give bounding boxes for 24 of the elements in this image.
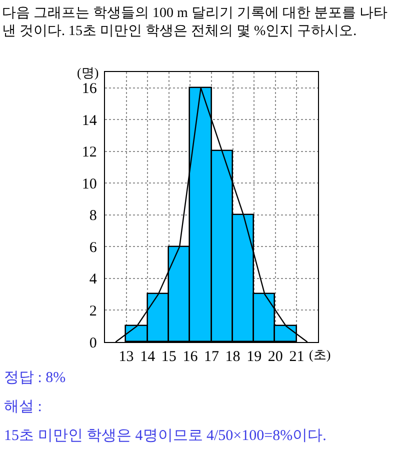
x-tick-label: 17 — [204, 349, 220, 366]
y-tick-label: 0 — [89, 335, 97, 352]
x-tick-label: 16 — [182, 349, 198, 366]
y-tick-label: 10 — [82, 176, 97, 192]
x-tick-label: 15 — [161, 349, 176, 366]
text: 정답 : 8% — [4, 370, 66, 386]
y-tick-label: 4 — [89, 272, 98, 288]
x-tick-label: 20 — [268, 349, 283, 366]
text: 15초 미만인 학생은 4명이므로 4/50×100=8%이다. — [4, 428, 326, 444]
x-tick-label: 21 — [289, 349, 304, 366]
x-axis-title: (초) — [309, 347, 331, 362]
y-tick-label: 12 — [82, 144, 97, 161]
y-tick-label: 16 — [82, 81, 98, 98]
x-tick-label: 14 — [140, 349, 156, 366]
x-tick-label: 18 — [225, 349, 240, 366]
y-tick-label: 14 — [82, 112, 98, 129]
y-axis-title: (명) — [77, 65, 99, 80]
chart-title: 다음 그래프는 학생들의 100 m 달리기 기록에 대한 분포를 나타낸 것이다. 15초 미만인 학생은 전체의 몇 %인지 구하시오. — [2, 6, 388, 39]
y-tick-label: 2 — [89, 303, 97, 320]
text: 해설 : — [4, 399, 42, 415]
y-tick-label: 6 — [89, 240, 98, 256]
x-tick-label: 13 — [118, 349, 134, 366]
x-tick-label: 19 — [246, 349, 262, 366]
y-tick-label: 8 — [89, 208, 97, 224]
